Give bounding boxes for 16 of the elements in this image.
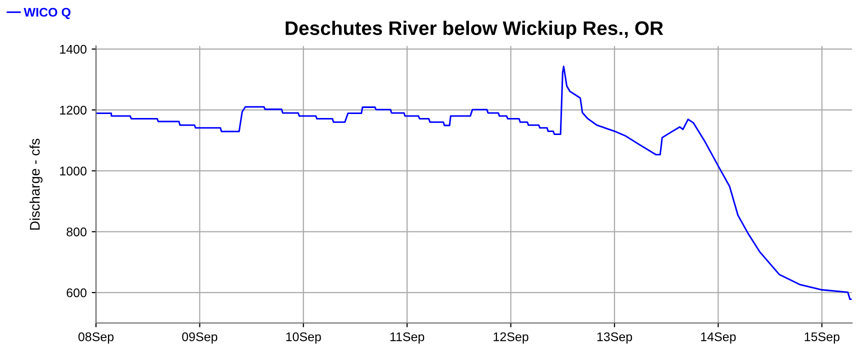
x-tick-label: 10Sep	[286, 332, 321, 344]
x-tick-label: 09Sep	[182, 332, 218, 344]
chart-title: Deschutes River below Wickiup Res., OR	[286, 20, 664, 39]
y-tick-label: 800	[66, 227, 86, 236]
x-tick-label: 14Sep	[701, 332, 736, 344]
x-tick-label: 13Sep	[597, 332, 632, 344]
x-tick-label: 12Sep	[494, 332, 528, 344]
y-axis-title: Discharge - cfs	[30, 138, 42, 230]
x-tick-label: 15Sep	[804, 332, 840, 344]
y-tick-label: 1400	[60, 44, 86, 54]
legend-label: WICO Q	[24, 8, 70, 20]
x-tick-label: 11Sep	[390, 332, 424, 344]
y-tick-label: 600	[66, 288, 86, 298]
y-tick-label: 1000	[60, 166, 86, 176]
y-tick-label: 1200	[60, 106, 86, 115]
x-tick-label: 08Sep	[78, 332, 114, 344]
